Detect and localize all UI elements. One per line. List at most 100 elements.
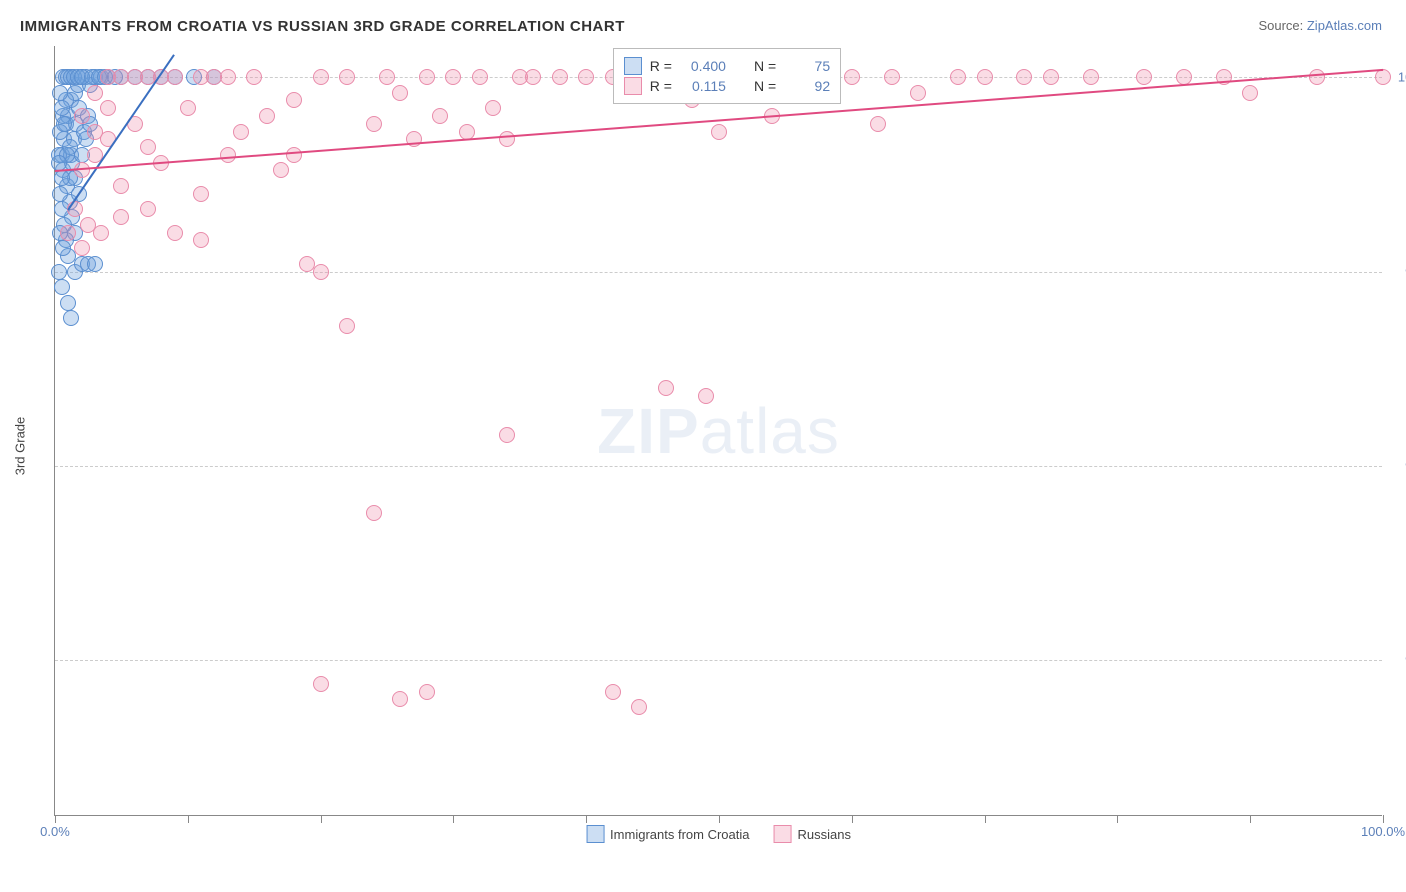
data-point — [499, 131, 515, 147]
data-point — [392, 85, 408, 101]
data-point — [910, 85, 926, 101]
data-point — [339, 69, 355, 85]
bottom-legend: Immigrants from Croatia Russians — [586, 825, 851, 843]
data-point — [605, 684, 621, 700]
source-link[interactable]: ZipAtlas.com — [1307, 18, 1382, 33]
x-tick-label: 0.0% — [40, 824, 70, 839]
x-tick — [586, 815, 587, 823]
data-point — [392, 691, 408, 707]
x-tick — [321, 815, 322, 823]
data-point — [233, 124, 249, 140]
n-label: N = — [754, 58, 776, 74]
data-point — [379, 69, 395, 85]
data-point — [167, 225, 183, 241]
source-prefix: Source: — [1258, 18, 1306, 33]
data-point — [445, 69, 461, 85]
legend-item: Immigrants from Croatia — [586, 825, 749, 843]
data-point — [366, 505, 382, 521]
n-value: 92 — [784, 78, 830, 94]
data-point — [51, 264, 67, 280]
data-point — [432, 108, 448, 124]
legend-item: Russians — [773, 825, 850, 843]
data-point — [52, 186, 68, 202]
n-value: 75 — [784, 58, 830, 74]
x-tick — [852, 815, 853, 823]
data-point — [499, 427, 515, 443]
data-point — [74, 162, 90, 178]
r-value: 0.400 — [680, 58, 726, 74]
legend-swatch — [624, 77, 642, 95]
x-tick-label: 100.0% — [1361, 824, 1405, 839]
data-point — [313, 676, 329, 692]
gridline — [55, 660, 1382, 661]
watermark: ZIPatlas — [597, 394, 840, 468]
x-tick — [1117, 815, 1118, 823]
data-point — [63, 310, 79, 326]
data-point — [485, 100, 501, 116]
legend-swatch — [624, 57, 642, 75]
stats-box: R = 0.400 N = 75 R = 0.115 N = 92 — [613, 48, 841, 104]
data-point — [950, 69, 966, 85]
data-point — [193, 232, 209, 248]
data-point — [113, 209, 129, 225]
r-label: R = — [650, 78, 672, 94]
data-point — [313, 264, 329, 280]
data-point — [1309, 69, 1325, 85]
data-point — [711, 124, 727, 140]
data-point — [54, 170, 70, 186]
data-point — [220, 69, 236, 85]
data-point — [220, 147, 236, 163]
data-point — [100, 100, 116, 116]
data-point — [698, 388, 714, 404]
data-point — [180, 100, 196, 116]
x-tick — [985, 815, 986, 823]
x-tick — [719, 815, 720, 823]
data-point — [286, 147, 302, 163]
chart-title: IMMIGRANTS FROM CROATIA VS RUSSIAN 3RD G… — [20, 18, 625, 35]
watermark-zip: ZIP — [597, 395, 700, 467]
data-point — [87, 256, 103, 272]
data-point — [419, 69, 435, 85]
data-point — [87, 124, 103, 140]
gridline — [55, 272, 1382, 273]
legend-label: Immigrants from Croatia — [610, 827, 749, 842]
data-point — [419, 684, 435, 700]
data-point — [631, 699, 647, 715]
y-axis-label: 3rd Grade — [13, 417, 28, 476]
data-point — [525, 69, 541, 85]
data-point — [259, 108, 275, 124]
data-point — [167, 69, 183, 85]
x-tick — [188, 815, 189, 823]
plot-area: ZIPatlas 92.5%95.0%97.5%100.0%0.0%100.0%… — [54, 46, 1382, 816]
r-label: R = — [650, 58, 672, 74]
stats-row: R = 0.115 N = 92 — [624, 77, 830, 95]
x-tick — [1250, 815, 1251, 823]
data-point — [844, 69, 860, 85]
x-tick — [453, 815, 454, 823]
data-point — [459, 124, 475, 140]
x-tick — [55, 815, 56, 823]
data-point — [246, 69, 262, 85]
data-point — [74, 108, 90, 124]
n-label: N = — [754, 78, 776, 94]
data-point — [54, 100, 70, 116]
data-point — [52, 85, 68, 101]
legend-label: Russians — [797, 827, 850, 842]
data-point — [60, 225, 76, 241]
r-value: 0.115 — [680, 78, 726, 94]
data-point — [472, 69, 488, 85]
legend-swatch — [586, 825, 604, 843]
data-point — [578, 69, 594, 85]
data-point — [74, 240, 90, 256]
data-point — [366, 116, 382, 132]
gridline — [55, 466, 1382, 467]
data-point — [193, 69, 209, 85]
x-tick — [1383, 815, 1384, 823]
data-point — [55, 240, 71, 256]
data-point — [552, 69, 568, 85]
data-point — [273, 162, 289, 178]
data-point — [870, 116, 886, 132]
watermark-atlas: atlas — [700, 395, 840, 467]
data-point — [977, 69, 993, 85]
data-point — [54, 279, 70, 295]
